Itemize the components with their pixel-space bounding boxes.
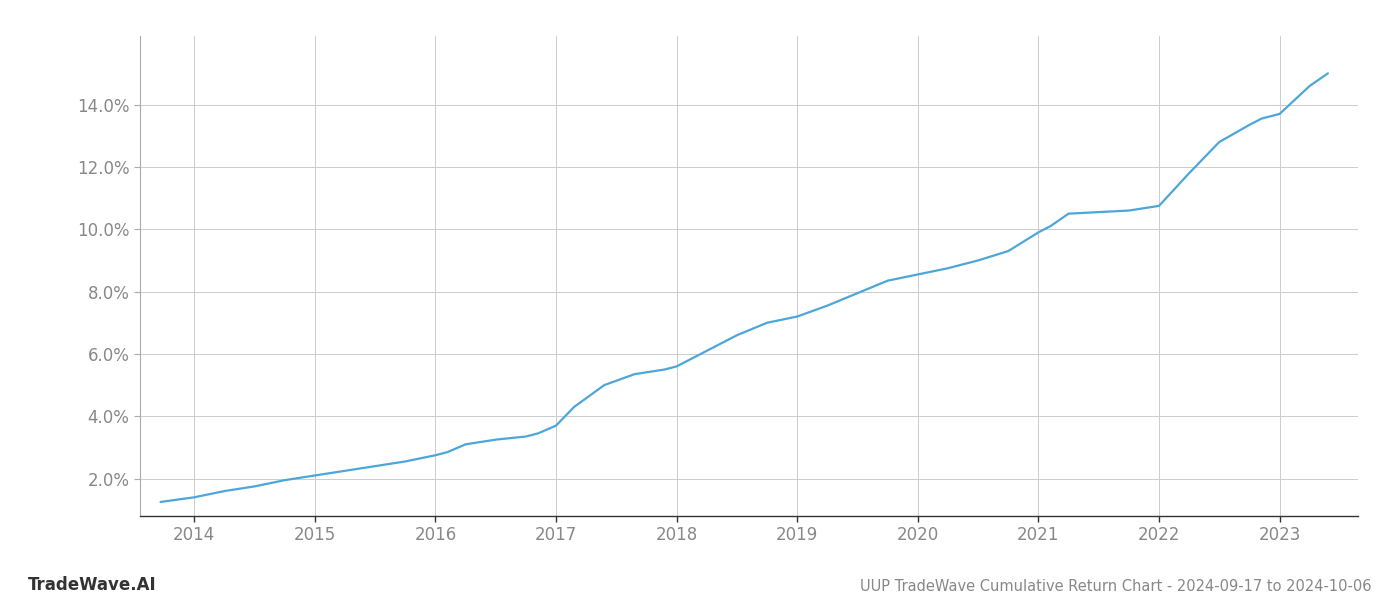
Text: UUP TradeWave Cumulative Return Chart - 2024-09-17 to 2024-10-06: UUP TradeWave Cumulative Return Chart - … xyxy=(861,579,1372,594)
Text: TradeWave.AI: TradeWave.AI xyxy=(28,576,157,594)
